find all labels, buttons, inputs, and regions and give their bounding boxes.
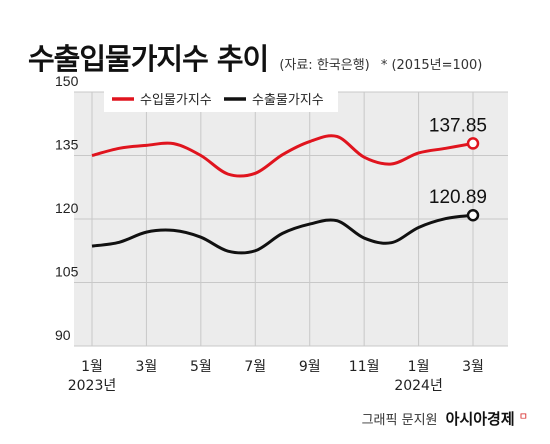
- x-tick-label-2: 3월: [136, 359, 158, 375]
- y-tick-label-135: 135: [55, 137, 79, 153]
- title-row: 수출입물가지수 추이 (자료: 한국은행) * (2015년=100): [28, 36, 482, 78]
- x-tick-label-14: 3월: [462, 359, 484, 375]
- legend: 수입물가지수 수출물가지수: [104, 86, 338, 112]
- x-tick-label-8: 9월: [299, 359, 321, 375]
- legend-label-1: 수출물가지수: [252, 93, 324, 108]
- series-end-marker-1: [466, 208, 480, 222]
- graphic-credit: 그래픽 문지원 아시아경제 ㅁ: [362, 408, 528, 429]
- series-line-1: [91, 213, 474, 255]
- x-tick-label-6: 7월: [244, 359, 266, 375]
- brand-mark: ㅁ: [518, 412, 528, 423]
- series-line-0: [91, 134, 474, 178]
- y-tick-label-105: 105: [55, 264, 79, 280]
- base-year-note: * (2015년=100): [380, 58, 483, 73]
- chart-title: 수출입물가지수 추이: [28, 42, 269, 76]
- series-layer: [91, 134, 480, 255]
- end-value-labels: 137.85 120.89: [429, 115, 487, 208]
- x-tick-label-10: 11월: [349, 359, 380, 375]
- legend-label-0: 수입물가지수: [140, 93, 212, 108]
- y-tick-label-150: 150: [55, 73, 79, 89]
- year-label-0: 2023년: [68, 378, 117, 394]
- y-tick-label-120: 120: [55, 200, 79, 216]
- brand-name: 아시아경제: [445, 410, 515, 428]
- source-note: (자료: 한국은행): [279, 58, 370, 73]
- x-tick-label-0: 1월: [81, 359, 103, 375]
- x-axis: 1월 3월 5월 7월 9월 11월 1월 3월 2023년 2024년: [68, 359, 484, 394]
- end-value-label-1: 120.89: [429, 187, 487, 208]
- end-value-label-0: 137.85: [429, 115, 487, 136]
- series-end-marker-0: [466, 137, 480, 150]
- y-tick-label-90: 90: [55, 327, 71, 343]
- x-tick-label-12: 1월: [408, 359, 430, 375]
- credit-text: 그래픽 문지원: [361, 413, 438, 428]
- legend-box: [104, 86, 338, 112]
- x-tick-label-4: 5월: [190, 359, 212, 375]
- year-label-12: 2024년: [394, 378, 443, 394]
- y-axis: 90 105 120 135 150: [55, 73, 79, 343]
